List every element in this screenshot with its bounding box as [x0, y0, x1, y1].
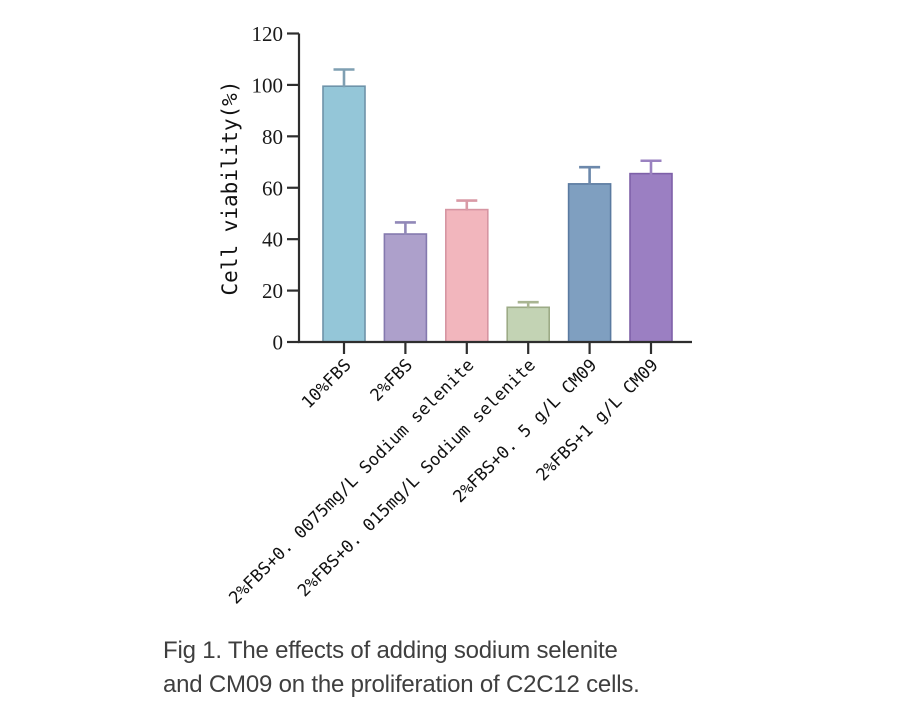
- caption-line-2: and CM09 on the proliferation of C2C12 c…: [163, 671, 640, 698]
- figure-caption: Fig 1. The effects of adding sodium sele…: [163, 634, 640, 702]
- y-tick-label: 40: [262, 228, 283, 252]
- y-axis-title: Cell viability(%): [218, 81, 242, 296]
- bar: [506, 306, 551, 343]
- error-bar: [640, 159, 662, 175]
- x-tick-label: 2%FBS+0. 0075mg/L Sodium selenite: [225, 355, 478, 608]
- bar: [444, 208, 489, 343]
- y-tick-label: 60: [262, 176, 283, 200]
- caption-line-1: Fig 1. The effects of adding sodium sele…: [163, 637, 618, 664]
- bar: [629, 172, 673, 343]
- x-tick-label: 10%FBS: [298, 355, 356, 413]
- y-tick-label: 120: [252, 22, 284, 46]
- y-tick-label: 80: [262, 125, 283, 149]
- error-bar: [333, 68, 355, 88]
- error-bar: [517, 300, 539, 309]
- x-tick-label: 2%FBS: [367, 355, 417, 405]
- bar: [383, 233, 428, 343]
- y-tick-label: 20: [262, 279, 283, 303]
- x-tick-label: 2%FBS+1 g/L CM09: [533, 355, 663, 485]
- error-bar: [394, 221, 416, 236]
- error-bar: [456, 199, 478, 211]
- bar: [322, 85, 366, 343]
- y-tick-label: 100: [252, 73, 284, 97]
- error-bar: [579, 165, 601, 185]
- y-tick-label: 0: [273, 331, 284, 355]
- bar: [567, 183, 612, 343]
